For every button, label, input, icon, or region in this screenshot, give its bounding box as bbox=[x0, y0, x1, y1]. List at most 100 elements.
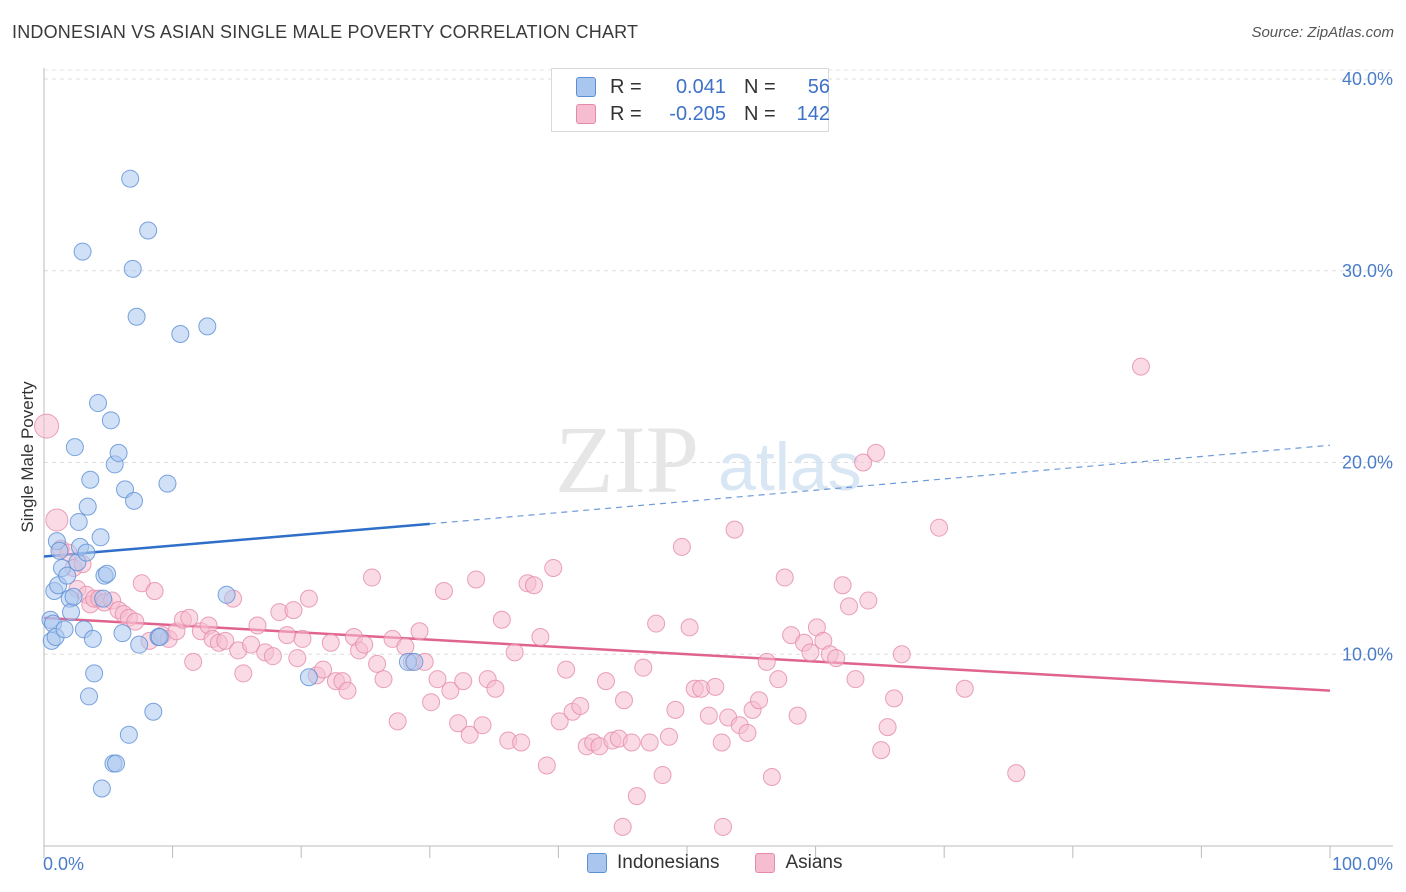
x-tick-label-left: 0.0% bbox=[43, 854, 84, 874]
asian-point bbox=[738, 723, 757, 742]
watermark-atlas: atlas bbox=[718, 429, 862, 505]
asian-point bbox=[492, 610, 511, 629]
asian-point bbox=[672, 537, 691, 556]
asian-point bbox=[362, 568, 381, 587]
n-label: N = bbox=[744, 75, 776, 98]
asian-point bbox=[596, 672, 615, 691]
indonesian-point bbox=[81, 470, 100, 489]
indonesian-point bbox=[91, 528, 110, 547]
indonesian-point bbox=[127, 307, 146, 326]
y-tick-label: 30.0% bbox=[1342, 261, 1393, 281]
data-points bbox=[34, 169, 1150, 836]
asian-point bbox=[145, 581, 164, 600]
legend-label-asians: Asians bbox=[785, 852, 843, 873]
asian-point bbox=[757, 652, 776, 671]
indonesian-point bbox=[58, 566, 77, 585]
asian-point bbox=[422, 693, 441, 712]
legend-item-asians[interactable]: Asians bbox=[755, 852, 843, 874]
indonesian-point bbox=[123, 259, 142, 278]
chart-title: INDONESIAN VS ASIAN SINGLE MALE POVERTY … bbox=[12, 22, 639, 42]
y-tick-labels: 10.0% 20.0% 30.0% 40.0% bbox=[1342, 69, 1393, 664]
asian-point bbox=[524, 576, 543, 595]
asian-point bbox=[788, 706, 807, 725]
asian-point bbox=[859, 591, 878, 610]
indonesian-point bbox=[109, 443, 128, 462]
asian-point bbox=[486, 679, 505, 698]
x-tick-label-right: 100.0% bbox=[1332, 854, 1393, 874]
asian-point bbox=[550, 712, 569, 731]
legend-item-indonesians[interactable]: Indonesians bbox=[587, 852, 719, 874]
asian-point bbox=[885, 689, 904, 708]
asian-point bbox=[827, 649, 846, 668]
indonesian-point bbox=[77, 543, 96, 562]
asian-point bbox=[653, 766, 672, 785]
asian-point bbox=[647, 614, 666, 633]
y-axis-label: Single Male Poverty bbox=[18, 381, 37, 533]
asian-point bbox=[892, 645, 911, 664]
asian-point bbox=[878, 718, 897, 737]
asians-legend-swatch bbox=[755, 853, 776, 873]
asian-point bbox=[374, 670, 393, 689]
series-legend: Indonesians Asians bbox=[587, 852, 879, 874]
asian-point bbox=[368, 654, 387, 673]
asian-point bbox=[680, 618, 699, 637]
asian-point bbox=[955, 679, 974, 698]
asian-point bbox=[248, 616, 267, 635]
indonesian-point bbox=[92, 779, 111, 798]
indonesian-point bbox=[55, 620, 74, 639]
asian-point bbox=[126, 612, 145, 631]
asians-swatch bbox=[576, 104, 596, 124]
indonesian-point bbox=[83, 629, 102, 648]
asian-point bbox=[840, 597, 859, 616]
asian-point bbox=[614, 691, 633, 710]
asian-point bbox=[263, 647, 282, 666]
indonesian-point bbox=[119, 725, 138, 744]
indonesians-swatch bbox=[576, 77, 596, 97]
indonesian-point bbox=[78, 497, 97, 516]
source-label: Source: ZipAtlas.com bbox=[1251, 24, 1394, 41]
indonesian-point bbox=[101, 411, 120, 430]
n-label: N = bbox=[744, 102, 776, 125]
asian-point bbox=[537, 756, 556, 775]
indonesian-point bbox=[65, 438, 84, 457]
asian-point bbox=[557, 660, 576, 679]
asian-point bbox=[449, 714, 468, 733]
asian-point bbox=[512, 733, 531, 752]
asian-point bbox=[769, 670, 788, 689]
r-label: R = bbox=[610, 75, 642, 98]
asian-point bbox=[725, 520, 744, 539]
asian-point bbox=[410, 622, 429, 641]
asian-point bbox=[867, 443, 886, 462]
asian-point bbox=[473, 716, 492, 735]
asian-point bbox=[242, 635, 261, 654]
asian-point bbox=[1131, 357, 1150, 376]
asian-point bbox=[45, 508, 69, 532]
indonesian-point bbox=[150, 627, 169, 646]
asian-point bbox=[434, 581, 453, 600]
indonesian-point bbox=[198, 317, 217, 336]
asian-point bbox=[666, 700, 685, 719]
asian-point bbox=[571, 697, 590, 716]
asian-point bbox=[872, 741, 891, 760]
axes bbox=[43, 68, 1393, 858]
indonesian-point bbox=[98, 564, 117, 583]
asian-point bbox=[278, 626, 297, 645]
asian-point bbox=[659, 727, 678, 746]
legend-row-asians: R = -0.205 N = 142 bbox=[576, 101, 830, 127]
indonesian-point bbox=[64, 587, 83, 606]
n-value: 142 bbox=[796, 102, 830, 125]
indonesian-point bbox=[85, 664, 104, 683]
asian-point bbox=[634, 658, 653, 677]
legend-row-indonesians: R = 0.041 N = 56 bbox=[576, 74, 830, 100]
grid-lines bbox=[44, 69, 1393, 655]
indonesian-point bbox=[80, 687, 99, 706]
asian-point bbox=[544, 558, 563, 577]
indonesian-point bbox=[50, 541, 69, 560]
asian-point bbox=[388, 712, 407, 731]
indonesians-trend-line bbox=[43, 522, 430, 558]
asian-point bbox=[699, 706, 718, 725]
watermark: ZIP atlas bbox=[555, 406, 862, 513]
asian-point bbox=[930, 518, 949, 537]
indonesian-point bbox=[89, 394, 108, 413]
asian-point bbox=[321, 633, 340, 652]
